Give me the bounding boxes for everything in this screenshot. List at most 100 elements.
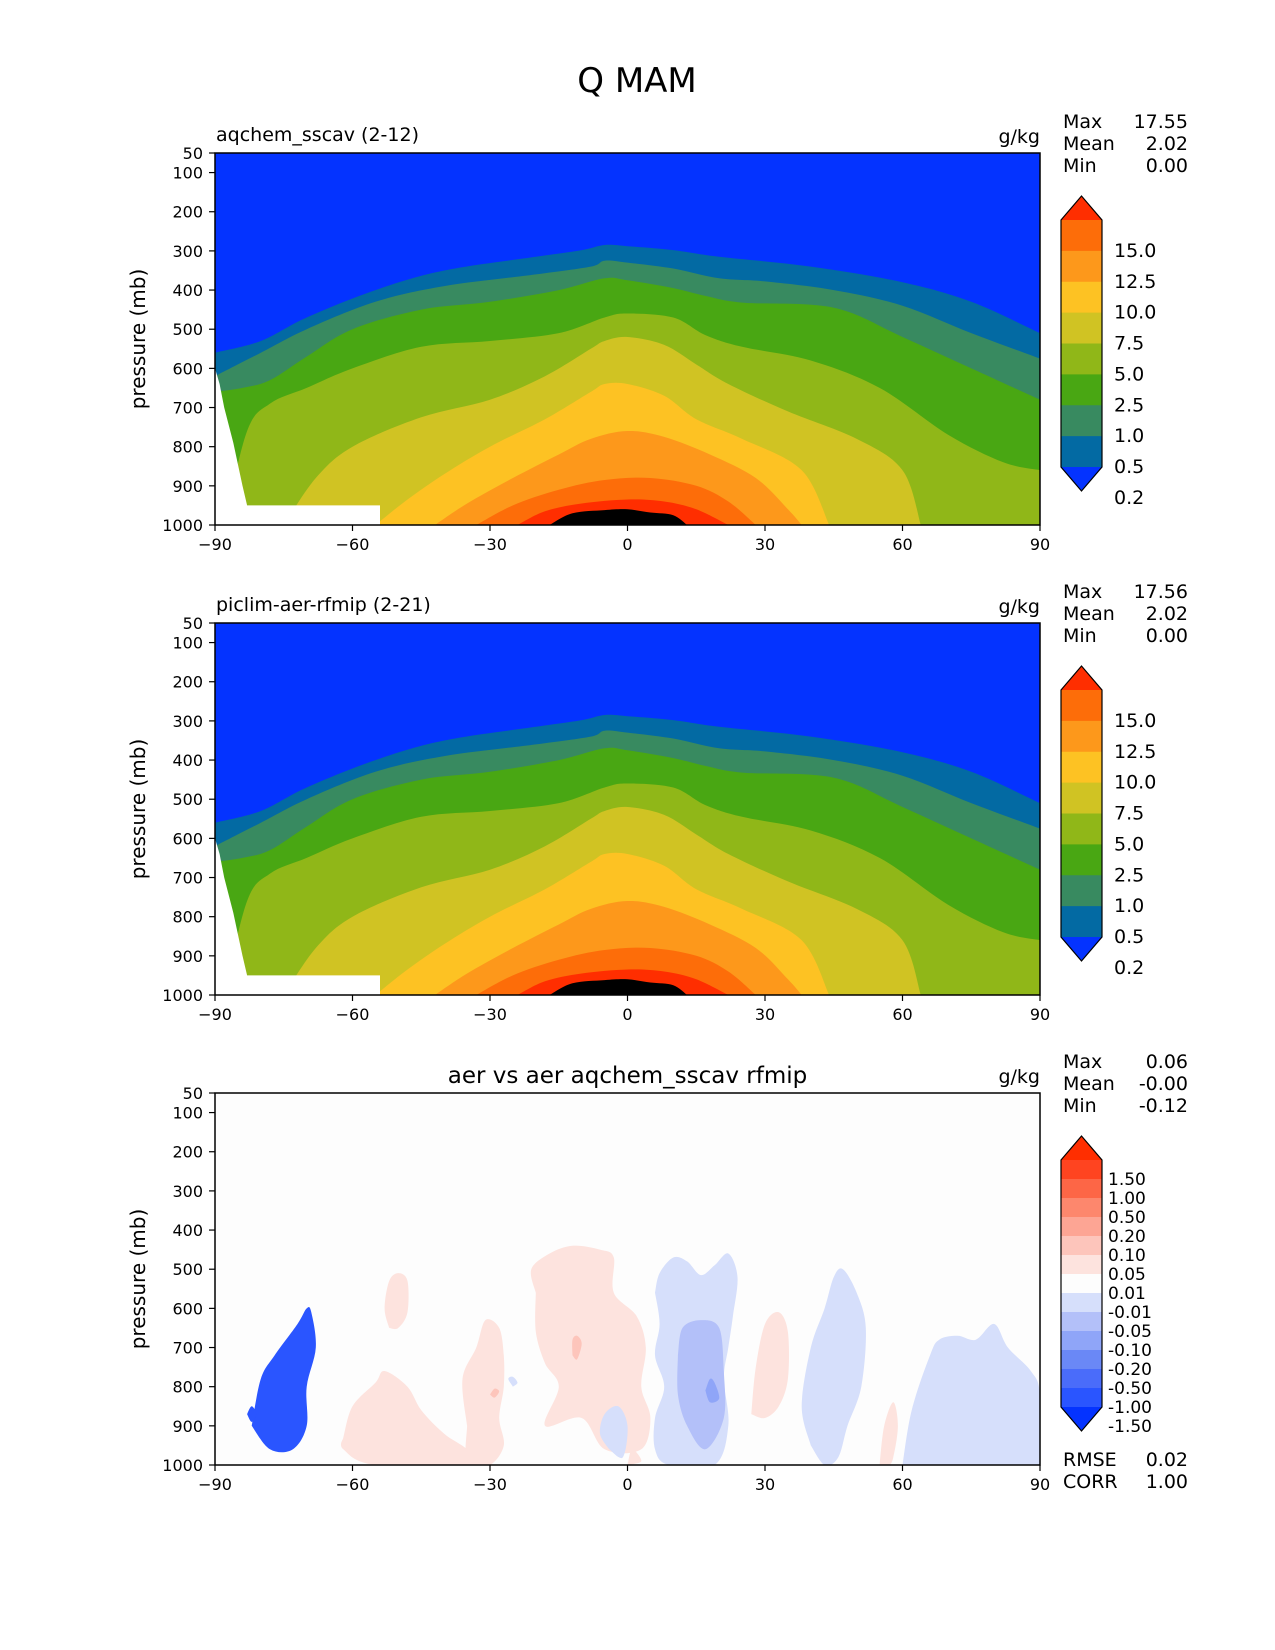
y-tick-label: 500 bbox=[172, 320, 203, 339]
colorbar-segment bbox=[1061, 813, 1102, 845]
colorbar-tick-label: 0.2 bbox=[1114, 957, 1144, 979]
panel-title: piclim-aer-rfmip (2-21) bbox=[216, 594, 431, 616]
x-tick-label: −30 bbox=[473, 535, 507, 554]
units-label: g/kg bbox=[998, 1066, 1040, 1088]
x-tick-label: 0 bbox=[622, 1005, 632, 1024]
x-tick-label: 60 bbox=[892, 535, 912, 554]
x-tick-label: −60 bbox=[336, 535, 370, 554]
colorbar-segment bbox=[1061, 1369, 1102, 1389]
y-tick-label: 800 bbox=[172, 908, 203, 927]
y-tick-label: 400 bbox=[172, 751, 203, 770]
stat-label: Max bbox=[1063, 111, 1102, 133]
contour-blob-0 bbox=[251, 1307, 316, 1453]
colorbar: 15.0 12.5 10.0 7.5 5.0 2.5 1.0 0.5 0.2 bbox=[1060, 665, 1156, 979]
colorbar-segment bbox=[1061, 1255, 1102, 1275]
colorbar-outline bbox=[1060, 665, 1103, 962]
y-tick-label: 900 bbox=[172, 1417, 203, 1436]
colorbar-segment bbox=[1061, 690, 1102, 722]
topography-mask bbox=[215, 838, 380, 995]
colorbar-segment bbox=[1061, 374, 1102, 406]
y-tick-label: 100 bbox=[172, 634, 203, 653]
colorbar-segment bbox=[1061, 875, 1102, 907]
y-axis-label: pressure (mb) bbox=[126, 269, 150, 410]
y-tick-label: 400 bbox=[172, 1221, 203, 1240]
contour-blob-15 bbox=[879, 1402, 898, 1465]
colorbar-segment bbox=[1061, 1274, 1102, 1294]
figure-title: Q MAM bbox=[577, 61, 697, 101]
y-tick-label: 50 bbox=[183, 1084, 203, 1103]
colorbar: 1.501.000.500.200.100.050.01-0.01-0.05-0… bbox=[1060, 1135, 1152, 1437]
x-tick-label: 30 bbox=[755, 535, 775, 554]
y-tick-label: 100 bbox=[172, 1104, 203, 1123]
panel-title: aqchem_sscav (2-12) bbox=[216, 124, 419, 146]
colorbar-tick-label: 7.5 bbox=[1114, 333, 1144, 355]
colorbar-segment bbox=[1061, 1217, 1102, 1237]
x-tick-label: 90 bbox=[1030, 535, 1050, 554]
y-tick-label: 700 bbox=[172, 869, 203, 888]
colorbar-segment bbox=[1061, 405, 1102, 437]
colorbar-tick-label: 1.0 bbox=[1114, 425, 1144, 447]
colorbar-tick-label: 12.5 bbox=[1114, 271, 1156, 293]
y-tick-label: 600 bbox=[172, 1299, 203, 1318]
colorbar-tick-label: 0.2 bbox=[1114, 487, 1144, 509]
stat-value: 17.56 bbox=[1134, 581, 1188, 603]
colorbar-tick-label: 2.5 bbox=[1114, 864, 1144, 886]
y-tick-label: 700 bbox=[172, 399, 203, 418]
colorbar-tick-label: 0.05 bbox=[1108, 1265, 1146, 1285]
colorbar-tick-label: 0.01 bbox=[1108, 1284, 1146, 1304]
colorbar-tick-label: 0.50 bbox=[1108, 1208, 1146, 1228]
contour-blob-9 bbox=[677, 1320, 726, 1450]
y-tick-label: 300 bbox=[172, 1182, 203, 1201]
colorbar-segment bbox=[1061, 782, 1102, 814]
y-tick-label: 50 bbox=[183, 614, 203, 633]
contour-field bbox=[215, 1093, 1040, 1465]
x-tick-label: 90 bbox=[1030, 1005, 1050, 1024]
colorbar-segment bbox=[1061, 1388, 1102, 1408]
y-tick-label: 700 bbox=[172, 1339, 203, 1358]
stat-label: Mean bbox=[1063, 1073, 1115, 1095]
stat-value: 0.00 bbox=[1146, 155, 1188, 177]
y-tick-label: 200 bbox=[172, 673, 203, 692]
stat-value: 2.02 bbox=[1146, 603, 1188, 625]
stat-value: -0.12 bbox=[1139, 1095, 1188, 1117]
colorbar-segment bbox=[1061, 844, 1102, 876]
units-label: g/kg bbox=[998, 596, 1040, 618]
x-tick-label: 30 bbox=[755, 1475, 775, 1494]
stat-label: CORR bbox=[1063, 1471, 1118, 1493]
colorbar-tick-label: 5.0 bbox=[1114, 363, 1144, 385]
colorbar-extend-max bbox=[1061, 666, 1102, 690]
colorbar-segment bbox=[1061, 751, 1102, 784]
colorbar-extend-min bbox=[1061, 467, 1102, 491]
colorbar-tick-label: 0.5 bbox=[1114, 926, 1144, 948]
colorbar-segment bbox=[1061, 220, 1102, 252]
contour-blob-2 bbox=[340, 1370, 483, 1465]
topography-mask bbox=[215, 368, 380, 525]
colorbar-outline bbox=[1060, 1135, 1103, 1432]
contour-band-10 bbox=[549, 979, 688, 995]
contour-blob-11 bbox=[599, 1405, 628, 1459]
colorbar-outline bbox=[1060, 195, 1103, 492]
x-tick-label: 60 bbox=[892, 1005, 912, 1024]
colorbar-segment bbox=[1061, 1293, 1102, 1313]
colorbar-segment bbox=[1061, 720, 1102, 753]
contour-blob-4 bbox=[462, 1319, 505, 1465]
y-tick-label: 800 bbox=[172, 1378, 203, 1397]
colorbar-tick-label: 10.0 bbox=[1114, 772, 1156, 794]
x-tick-label: −30 bbox=[473, 1005, 507, 1024]
stat-value: 0.02 bbox=[1146, 1449, 1188, 1471]
colorbar-tick-label: 2.5 bbox=[1114, 394, 1144, 416]
colorbar: 15.0 12.5 10.0 7.5 5.0 2.5 1.0 0.5 0.2 bbox=[1060, 195, 1156, 509]
panel-title: aer vs aer aqchem_sscav rfmip bbox=[448, 1063, 807, 1089]
x-tick-label: −90 bbox=[198, 1005, 232, 1024]
contour-blob-6 bbox=[530, 1245, 651, 1454]
colorbar-tick-label: -0.50 bbox=[1108, 1379, 1152, 1399]
colorbar-tick-label: 5.0 bbox=[1114, 833, 1144, 855]
stat-label: Max bbox=[1063, 1051, 1102, 1073]
units-label: g/kg bbox=[998, 126, 1040, 148]
contour-blob-5 bbox=[490, 1388, 500, 1398]
contour-blob-12 bbox=[508, 1376, 518, 1387]
y-tick-label: 100 bbox=[172, 164, 203, 183]
colorbar-tick-label: -1.00 bbox=[1108, 1398, 1152, 1418]
